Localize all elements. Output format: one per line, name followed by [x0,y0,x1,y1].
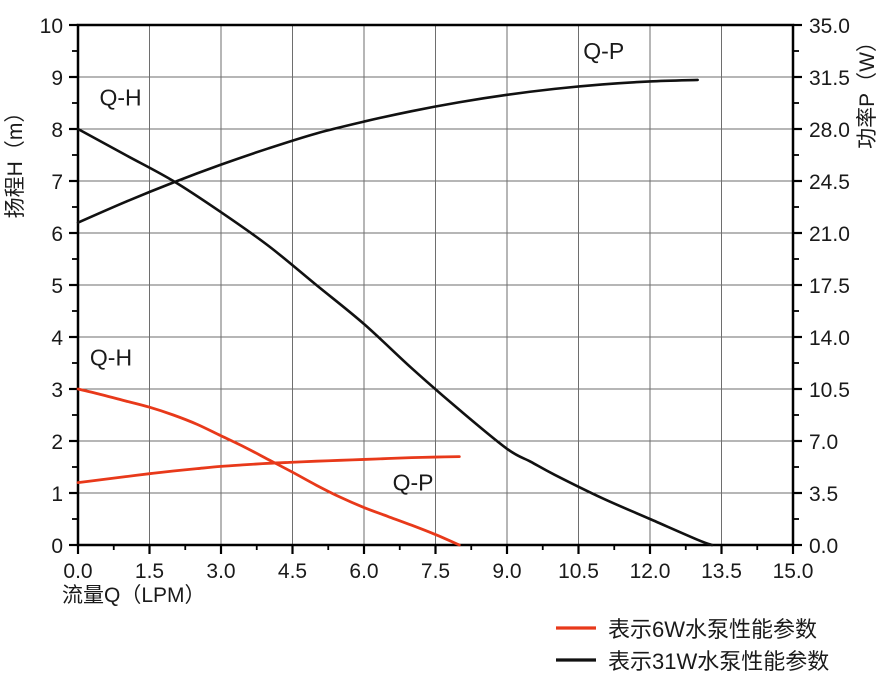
legend-6w-label: 表示6W水泵性能参数 [608,617,817,642]
x-tick-label: 1.5 [135,560,164,583]
y2-tick-label: 3.5 [809,483,838,506]
y-tick-label: 9 [51,67,63,90]
x-tick-label: 9.0 [492,560,521,583]
qh-6w-label: Q-H [90,345,132,371]
x-tick-label: 15.0 [773,560,814,583]
series-q-p-6w [76,455,461,484]
x-tick-label: 3.0 [206,560,235,583]
y2-tick-label: 28.0 [809,119,850,142]
y2-tick-label: 35.0 [809,15,850,38]
y-tick-label: 1 [51,483,63,506]
legend-31w-label: 表示31W水泵性能参数 [608,649,829,674]
series-q-h-6w [76,387,461,547]
qp-31w-label: Q-P [583,38,624,64]
series-q-p-31w [76,78,699,224]
qh-31w-label: Q-H [99,85,141,111]
y2-tick-label: 21.0 [809,223,850,246]
qp-6w-label: Q-P [393,469,434,495]
y2-axis-title: 功率P（W） [856,31,879,149]
y-tick-label: 2 [51,431,63,454]
y-tick-label: 8 [51,119,63,142]
y2-tick-label: 14.0 [809,327,850,350]
y2-tick-label: 24.5 [809,171,850,194]
y2-tick-label: 7.0 [809,431,838,454]
x-tick-label: 6.0 [349,560,378,583]
x-tick-label: 13.5 [701,560,742,583]
x-tick-label: 12.0 [630,560,671,583]
y-tick-label: 5 [51,275,63,298]
x-tick-label: 7.5 [421,560,450,583]
x-tick-label: 0.0 [63,560,92,583]
x-tick-label: 4.5 [278,560,307,583]
y-tick-label: 4 [51,327,63,350]
series-q-h-31w [76,127,714,547]
y2-tick-label: 31.5 [809,67,850,90]
y-tick-label: 10 [40,15,63,38]
y-tick-label: 0 [51,535,63,558]
y-axis-title: 扬程H（m） [4,102,27,219]
x-axis-title: 流量Q（LPM） [62,584,206,607]
x-tick-label: 10.5 [558,560,599,583]
y2-tick-label: 10.5 [809,379,850,402]
y2-tick-label: 17.5 [809,275,850,298]
y-tick-label: 6 [51,223,63,246]
y-tick-label: 3 [51,379,63,402]
y2-tick-label: 0.0 [809,535,838,558]
y-tick-label: 7 [51,171,63,194]
